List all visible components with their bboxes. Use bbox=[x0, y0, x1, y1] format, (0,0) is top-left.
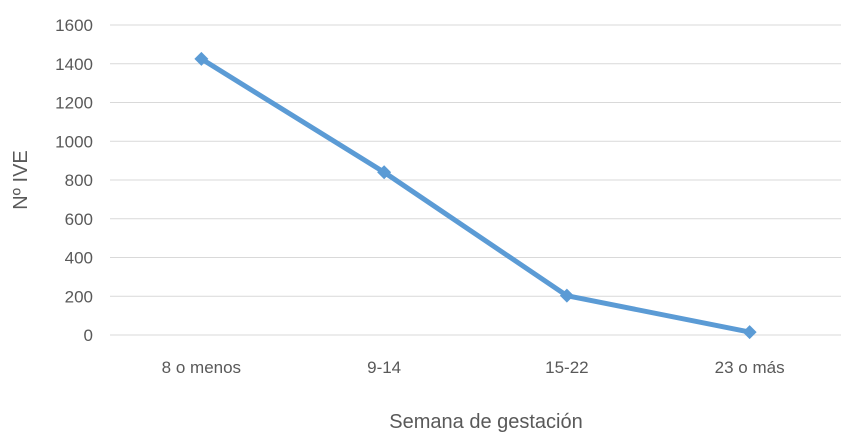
gridlines bbox=[110, 24, 841, 336]
x-tick-label: 9-14 bbox=[367, 358, 401, 377]
y-tick-label: 400 bbox=[65, 249, 93, 268]
y-axis-tick-labels: 0 200 400 600 800 1000 1200 1400 1600 bbox=[55, 16, 93, 345]
series-line bbox=[198, 56, 753, 335]
data-series bbox=[194, 51, 757, 340]
data-point-marker bbox=[194, 51, 209, 66]
y-tick-label: 1600 bbox=[55, 16, 93, 35]
x-tick-label: 8 o menos bbox=[162, 358, 241, 377]
data-point-marker bbox=[377, 165, 392, 180]
y-tick-label: 1200 bbox=[55, 94, 93, 113]
x-axis-tick-labels: 8 o menos 9-14 15-22 23 o más bbox=[162, 358, 785, 377]
x-tick-label: 23 o más bbox=[715, 358, 785, 377]
y-axis-title: Nº IVE bbox=[10, 150, 32, 210]
y-tick-label: 0 bbox=[84, 326, 93, 345]
x-tick-label: 15-22 bbox=[545, 358, 588, 377]
y-tick-label: 800 bbox=[65, 171, 93, 190]
data-point-marker bbox=[559, 288, 574, 303]
y-tick-label: 600 bbox=[65, 210, 93, 229]
data-point-marker bbox=[742, 325, 757, 340]
x-axis-title: Semana de gestación bbox=[389, 411, 582, 433]
y-tick-label: 200 bbox=[65, 287, 93, 306]
y-tick-label: 1000 bbox=[55, 132, 93, 151]
y-tick-label: 1400 bbox=[55, 55, 93, 74]
